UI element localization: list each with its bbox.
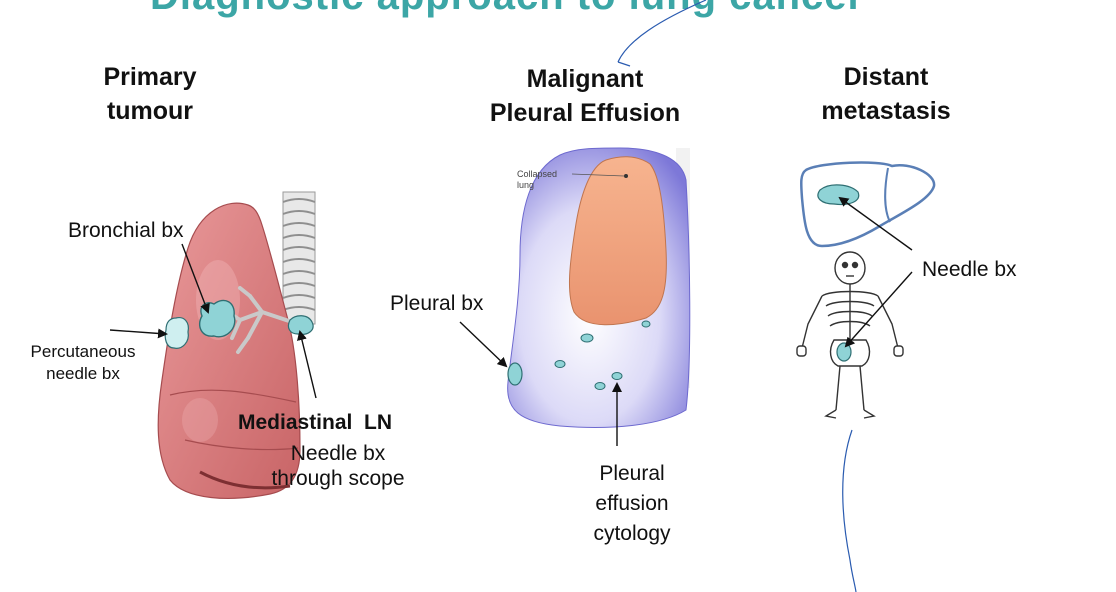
mediastinal-node-lesion	[287, 315, 314, 335]
collapsed-lung-label-line2: lung	[517, 180, 534, 190]
heading-metastasis-line2: metastasis	[821, 97, 951, 125]
slide-title-fragment: Diagnostic approach to lung cancer	[150, 0, 1050, 20]
arrow-bronchial	[181, 243, 210, 314]
liver-outline	[799, 161, 936, 248]
pleural-nodule	[554, 360, 566, 368]
trachea-illustration	[282, 191, 316, 325]
liver-lesion	[817, 184, 860, 206]
arrow-needle-liver	[838, 196, 913, 251]
percutaneous-lesion	[164, 317, 189, 349]
label-cytology-line2: effusion	[595, 492, 669, 515]
label-mediastinal-method: Needle bx through scope	[248, 441, 428, 491]
lung-illustration	[109, 191, 317, 499]
label-cytology-line3: cytology	[593, 522, 671, 545]
arrow-needle-pelvis	[844, 271, 913, 348]
label-cytology-line1: Pleural	[599, 462, 665, 485]
heading-primary-tumour: Primary tumour	[60, 60, 240, 128]
arrow-pleural-bx	[459, 321, 508, 368]
heading-primary-line1: Primary	[103, 63, 197, 91]
label-needle-bx: Needle bx	[922, 258, 1017, 281]
label-pleural-bx: Pleural bx	[390, 292, 484, 315]
pleural-nodule	[611, 372, 623, 380]
label-percutaneous-line2: needle bx	[46, 364, 120, 383]
heading-effusion-line1: Malignant	[526, 65, 644, 93]
annotation-stroke-bottom	[842, 429, 857, 592]
pleural-nodule	[641, 320, 651, 328]
label-percutaneous-needle-bx: Percutaneous needle bx	[8, 341, 158, 385]
heading-effusion-line2: Pleural Effusion	[489, 99, 681, 127]
heading-malignant-pleural-effusion: Malignant Pleural Effusion	[455, 62, 715, 130]
label-mediastinal-ln: Mediastinal LN	[238, 411, 393, 434]
pelvic-lesion	[836, 342, 852, 362]
skeleton-illustration	[796, 251, 904, 419]
lung-body	[157, 202, 301, 499]
annotation-stroke-top	[617, 0, 707, 63]
annotation-stroke-top-hook	[617, 61, 631, 67]
label-pleural-effusion-cytology: Pleural effusion cytology	[572, 459, 692, 549]
heading-primary-line2: tumour	[106, 97, 194, 125]
arrow-mediastinal	[297, 330, 317, 399]
collapsed-lung-shape	[568, 156, 667, 326]
collapsed-lung-label-line1: Collapsed	[517, 169, 557, 179]
label-mediastinal-line1: Needle bx	[290, 442, 386, 465]
pleural-nodule	[507, 362, 523, 386]
pleural-nodule	[594, 382, 606, 390]
metastasis-illustration	[796, 161, 936, 419]
pleural-effusion-illustration	[459, 147, 691, 446]
label-mediastinal-line2: through scope	[271, 467, 405, 490]
label-percutaneous-line1: Percutaneous	[30, 342, 136, 361]
arrow-percutaneous	[109, 328, 168, 339]
label-bronchial-bx: Bronchial bx	[68, 219, 184, 242]
pleural-nodule	[580, 333, 594, 343]
heading-metastasis-line1: Distant	[843, 63, 929, 91]
heading-distant-metastasis: Distant metastasis	[786, 60, 986, 128]
